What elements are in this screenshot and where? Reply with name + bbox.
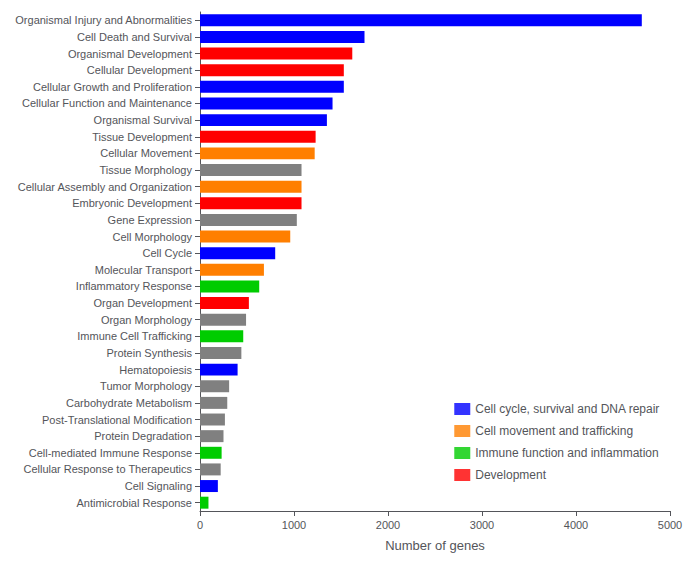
svg-text:Inflammatory Response: Inflammatory Response	[76, 280, 192, 292]
svg-text:Immune Cell Trafficking: Immune Cell Trafficking	[77, 330, 192, 342]
svg-text:4000: 4000	[564, 519, 588, 531]
svg-text:Antimicrobial Response: Antimicrobial Response	[76, 497, 192, 509]
svg-text:Organismal Injury and Abnormal: Organismal Injury and Abnormalities	[15, 14, 192, 26]
svg-text:Protein Degradation: Protein Degradation	[94, 430, 192, 442]
svg-text:Post-Translational Modificatio: Post-Translational Modification	[42, 414, 192, 426]
svg-text:Organismal Survival: Organismal Survival	[94, 114, 192, 126]
svg-text:Cellular Assembly and Organiza: Cellular Assembly and Organization	[18, 181, 192, 193]
svg-text:Cell-mediated Immune Response: Cell-mediated Immune Response	[29, 447, 192, 459]
svg-text:Number of genes: Number of genes	[385, 538, 485, 553]
svg-text:Tissue Morphology: Tissue Morphology	[99, 164, 192, 176]
svg-text:Organ Morphology: Organ Morphology	[101, 314, 193, 326]
svg-text:Cell movement and trafficking: Cell movement and trafficking	[475, 424, 633, 438]
svg-text:Tissue Development: Tissue Development	[92, 131, 192, 143]
svg-text:Gene Expression: Gene Expression	[108, 214, 192, 226]
svg-text:2000: 2000	[376, 519, 400, 531]
svg-text:Development: Development	[475, 468, 546, 482]
svg-text:Organismal Development: Organismal Development	[68, 48, 192, 60]
svg-text:Tumor Morphology: Tumor Morphology	[100, 380, 192, 392]
svg-text:Cellular Movement: Cellular Movement	[100, 147, 192, 159]
svg-text:Hematopoiesis: Hematopoiesis	[119, 364, 192, 376]
svg-text:Cell Morphology: Cell Morphology	[113, 231, 193, 243]
svg-text:Cell Cycle: Cell Cycle	[142, 247, 192, 259]
svg-text:1000: 1000	[282, 519, 306, 531]
svg-text:Embryonic Development: Embryonic Development	[72, 197, 192, 209]
svg-text:Carbohydrate Metabolism: Carbohydrate Metabolism	[66, 397, 192, 409]
svg-text:Cellular Function and Maintena: Cellular Function and Maintenance	[22, 97, 192, 109]
svg-text:Molecular Transport: Molecular Transport	[95, 264, 192, 276]
svg-text:Cell cycle, survival and DNA r: Cell cycle, survival and DNA repair	[475, 402, 659, 416]
svg-text:3000: 3000	[470, 519, 494, 531]
svg-text:Cell Death and Survival: Cell Death and Survival	[77, 31, 192, 43]
svg-text:Protein Synthesis: Protein Synthesis	[106, 347, 192, 359]
svg-text:Cell Signaling: Cell Signaling	[125, 480, 192, 492]
svg-text:5000: 5000	[658, 519, 682, 531]
svg-text:Organ Development: Organ Development	[94, 297, 192, 309]
svg-text:Cellular Development: Cellular Development	[87, 64, 192, 76]
svg-text:0: 0	[197, 519, 203, 531]
svg-text:Cellular Response to Therapeut: Cellular Response to Therapeutics	[23, 463, 192, 475]
svg-text:Cellular Growth and Proliferat: Cellular Growth and Proliferation	[33, 81, 192, 93]
svg-text:Immune function and inflammati: Immune function and inflammation	[475, 446, 658, 460]
